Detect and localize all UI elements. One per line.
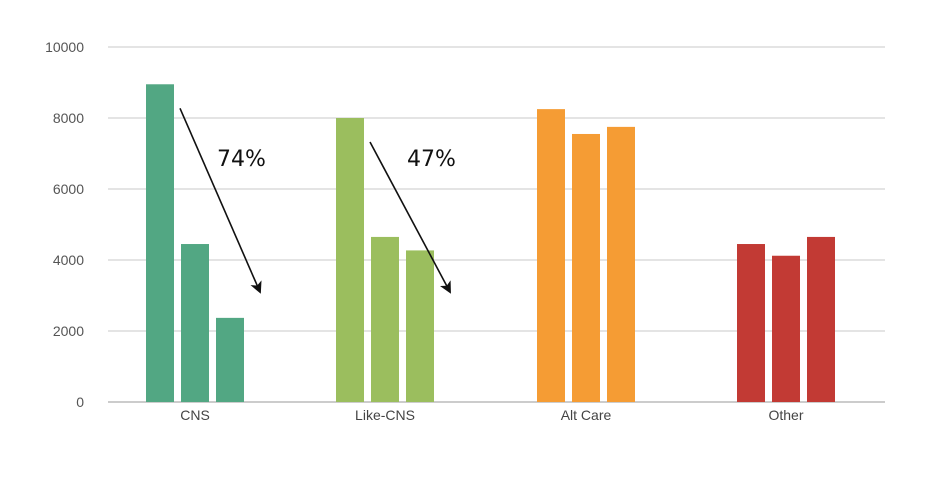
bar-other-3 <box>807 236 835 402</box>
bar-cns-2 <box>181 244 209 402</box>
annotation-label: 47% <box>407 147 456 172</box>
annotation-arrow <box>179 107 262 294</box>
y-tick-label: 6000 <box>53 181 84 197</box>
bar-cns-1 <box>146 84 174 403</box>
x-tick-label: Alt Care <box>561 407 612 423</box>
bar-alt-care-2 <box>572 133 600 402</box>
y-axis-ticks: 0 2000 4000 6000 8000 10000 <box>45 39 84 410</box>
bar-other-1 <box>737 244 765 402</box>
bar-like-cns-3 <box>406 250 434 402</box>
bar-alt-care-3 <box>607 126 635 402</box>
bar-other-2 <box>772 255 800 402</box>
y-tick-label: 0 <box>76 394 84 410</box>
y-tick-label: 8000 <box>53 110 84 126</box>
bar-like-cns-2 <box>371 236 399 402</box>
annotation-arrow <box>369 141 451 294</box>
y-tick-label: 4000 <box>53 252 84 268</box>
bars <box>146 84 835 403</box>
x-tick-label: CNS <box>180 407 210 423</box>
bar-cns-3 <box>216 317 244 402</box>
y-tick-label: 2000 <box>53 323 84 339</box>
y-tick-label: 10000 <box>45 39 84 55</box>
bar-like-cns-1 <box>336 118 364 402</box>
x-axis-labels: CNS Like-CNS Alt Care Other <box>180 407 804 423</box>
x-tick-label: Like-CNS <box>355 407 415 423</box>
x-tick-label: Other <box>768 407 803 423</box>
annotation-label: 74% <box>217 147 266 172</box>
annotations: 74% 47% <box>179 107 456 294</box>
bar-alt-care-1 <box>537 109 565 402</box>
